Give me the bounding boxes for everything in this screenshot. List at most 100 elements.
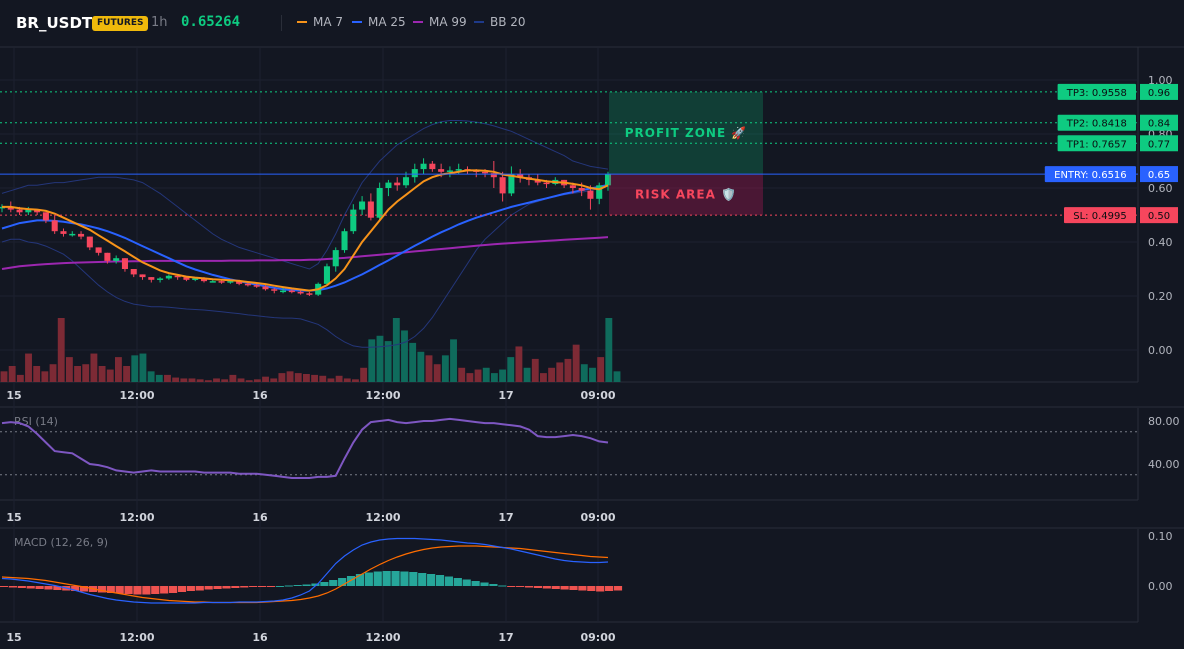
volume-bar [507,357,515,382]
price-axis-tick: 0.40 [1148,236,1173,249]
macd-histogram-bar [516,586,525,587]
macd-histogram-bar [587,586,596,591]
time-axis-tick-2: 15 [6,631,21,644]
volume-bar [114,357,122,382]
time-axis-tick-0: 09:00 [580,389,615,402]
price-axis-tick: 1.00 [1148,74,1173,87]
time-axis-tick-2: 17 [498,631,513,644]
legend-ma99[interactable]: MA 99 [413,15,467,29]
candle-body [587,190,594,199]
macd-histogram-bar [302,584,311,586]
macd-histogram-bar [240,586,249,588]
candle-body [578,188,585,191]
legend-ma25[interactable]: MA 25 [352,15,406,29]
volume-bar [123,366,131,382]
price-axis-tick: 0.60 [1148,182,1173,195]
macd-histogram-bar [124,586,133,594]
macd-histogram-bar [364,572,373,586]
macd-histogram-bar [26,586,35,589]
macd-histogram-bar [435,575,445,586]
macd-axis-tick: 0.10 [1148,530,1173,543]
volume-bar [286,371,294,382]
volume-bar [392,318,400,382]
volume-bar [16,374,24,382]
risk-zone [609,174,763,216]
macd-histogram-bar [346,576,356,586]
bb-upper-line [1,120,609,270]
timeframe-selector[interactable]: 1h [151,15,168,30]
candle-body [569,185,576,188]
macd-histogram-bar [507,586,516,587]
candle-body [86,236,93,248]
macd-histogram-bar [293,585,302,586]
macd-label: MACD (12, 26, 9) [14,536,108,549]
volume-bar [41,371,49,382]
candle-body [236,281,243,284]
legend-ma7[interactable]: MA 7 [297,15,343,29]
candle-body [359,201,366,210]
candle-body [253,285,260,287]
price-axis-tick: 0.20 [1148,290,1173,303]
macd-histogram-bar [97,586,106,593]
macd-histogram-bar [498,585,507,587]
macd-histogram-bar [524,586,534,588]
legend-label-ma99: MA 99 [429,15,467,29]
macd-histogram-bar [489,584,498,586]
symbol-label[interactable]: BR_USDT [16,14,93,32]
legend-swatch-ma7 [297,21,307,23]
volume-bar [49,364,57,382]
time-axis-tick-2: 09:00 [580,631,615,644]
candle-body [51,220,58,232]
candle-body [376,188,383,218]
macd-histogram-bar [249,586,258,587]
level-axis-box-1 [1140,114,1178,131]
level-axis-box-3 [1140,166,1178,183]
volume-bar [474,369,482,382]
level-axis-box-0 [1140,83,1178,100]
volume-bar [425,355,433,382]
macd-histogram-bar [560,586,569,590]
candle-body [227,281,234,283]
level-label-box-0 [1057,83,1136,100]
candle-body [121,258,128,269]
candle-body [306,293,313,295]
candle-body [446,170,453,172]
candle-body [438,169,445,172]
volume-bar [450,339,457,382]
legend-bb20[interactable]: BB 20 [474,15,526,29]
volume-bar [441,355,449,382]
volume-bar [213,378,220,382]
macd-histogram-bar [400,571,409,586]
level-axis-box-2 [1140,135,1178,152]
legend-label-ma7: MA 7 [313,15,344,29]
candle-body [411,169,418,178]
legend-swatch-ma99 [413,21,423,23]
candle-body [341,231,348,251]
time-axis-tick-0: 12:00 [365,389,400,402]
candle-body [350,209,357,232]
time-axis-tick-0: 12:00 [119,389,154,402]
macd-histogram-bar [231,586,240,588]
candle-body [262,286,269,290]
time-axis-tick-1: 09:00 [580,511,615,524]
ma25-line [1,183,609,292]
macd-histogram-bar [195,586,204,591]
volume-bar [0,371,8,382]
volume-bar [33,366,41,382]
candle-body [183,277,190,280]
candle-body [455,169,462,171]
time-axis-tick-0: 17 [498,389,513,402]
candle-body [200,278,208,282]
time-axis-tick-2: 16 [252,631,268,644]
level-label-box-3 [1044,166,1136,183]
volume-bar [376,335,384,382]
candle-body [218,281,225,283]
candle-body [42,212,49,221]
volume-bar [597,357,605,382]
macd-histogram-bar [142,586,151,595]
candle-body [402,177,410,186]
macd-histogram-bar [480,582,489,586]
candle-body [69,233,76,236]
volume-bar [196,379,204,382]
